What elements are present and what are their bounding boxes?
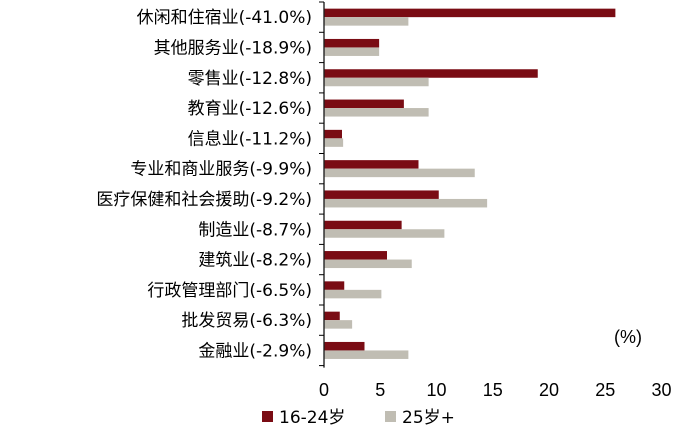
bar-16-24 <box>324 8 616 18</box>
category-label: 制造业(-8.7%) <box>198 220 312 240</box>
category-label: 建筑业(-8.2%) <box>198 251 312 271</box>
category-label: 休闲和住宿业(-41.0%) <box>137 8 312 28</box>
x-tick-label: 20 <box>539 380 559 400</box>
category-label: 医疗保健和社会援助(-9.2%) <box>96 190 312 210</box>
bar-16-24 <box>324 220 402 230</box>
bar-25-plus <box>324 168 475 178</box>
legend-label: 25岁+ <box>402 408 455 428</box>
legend-label: 16-24岁 <box>279 408 345 428</box>
bar-16-24 <box>324 281 345 290</box>
x-tick-label: 10 <box>426 380 446 400</box>
x-tick-label: 5 <box>375 380 385 400</box>
category-label: 教育业(-12.6%) <box>188 99 312 119</box>
bar-25-plus <box>324 320 353 329</box>
bar-16-24 <box>324 99 404 109</box>
bar-16-24 <box>324 251 387 260</box>
bar-25-plus <box>324 47 380 56</box>
bar-25-plus <box>324 289 382 299</box>
category-label: 其他服务业(-18.9%) <box>154 38 312 58</box>
bar-25-plus <box>324 17 409 26</box>
bar-25-plus <box>324 259 412 269</box>
bar-25-plus <box>324 108 429 117</box>
bar-16-24 <box>324 311 340 321</box>
legend-swatch <box>262 411 273 422</box>
x-tick-label: 25 <box>595 380 615 400</box>
bar-16-24 <box>324 129 342 139</box>
x-tick-label: 30 <box>651 380 671 400</box>
bar-16-24 <box>324 190 439 199</box>
bar-25-plus <box>324 229 445 238</box>
x-tick-label: 0 <box>319 380 329 400</box>
bar-16-24 <box>324 38 380 48</box>
category-label: 零售业(-12.8%) <box>188 69 312 89</box>
category-label: 批发贸易(-6.3%) <box>181 311 312 331</box>
category-label: 金融业(-2.9%) <box>198 341 312 361</box>
bar-16-24 <box>324 341 365 351</box>
bar-16-24 <box>324 69 538 78</box>
bar-25-plus <box>324 198 488 208</box>
bar-25-plus <box>324 138 344 147</box>
category-label: 专业和商业服务(-9.9%) <box>130 160 312 180</box>
category-label: 信息业(-11.2%) <box>188 129 312 149</box>
x-tick-label: 15 <box>483 380 503 400</box>
bar-25-plus <box>324 350 409 359</box>
bar-25-plus <box>324 77 429 87</box>
legend-swatch <box>385 411 396 422</box>
bar-16-24 <box>324 160 419 169</box>
category-label: 行政管理部门(-6.5%) <box>147 281 312 301</box>
unit-label: (%) <box>614 327 642 347</box>
